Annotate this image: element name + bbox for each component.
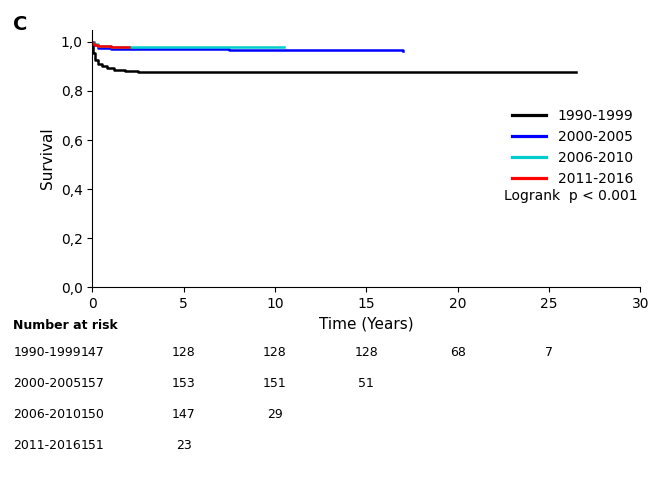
Text: 68: 68 (449, 346, 465, 359)
Text: 7: 7 (545, 346, 553, 359)
Text: 51: 51 (358, 377, 374, 390)
Text: 150: 150 (81, 408, 104, 421)
Text: 153: 153 (172, 377, 195, 390)
Text: Logrank  p < 0.001: Logrank p < 0.001 (504, 189, 638, 203)
Text: 147: 147 (81, 346, 104, 359)
Text: 2006-2010: 2006-2010 (13, 408, 81, 421)
Text: 29: 29 (267, 408, 283, 421)
Text: 157: 157 (81, 377, 104, 390)
Text: 1990-1999: 1990-1999 (13, 346, 81, 359)
Text: 151: 151 (81, 439, 104, 451)
Text: 23: 23 (176, 439, 191, 451)
Text: 2000-2005: 2000-2005 (13, 377, 81, 390)
Text: Number at risk: Number at risk (13, 319, 118, 332)
Text: 128: 128 (354, 346, 378, 359)
Text: 128: 128 (263, 346, 287, 359)
Text: 128: 128 (172, 346, 195, 359)
Text: 147: 147 (172, 408, 195, 421)
Text: 151: 151 (263, 377, 287, 390)
X-axis label: Time (Years): Time (Years) (319, 316, 414, 331)
Text: 2011-2016: 2011-2016 (13, 439, 81, 451)
Y-axis label: Survival: Survival (40, 128, 55, 189)
Text: C: C (13, 15, 28, 34)
Legend: 1990-1999, 2000-2005, 2006-2010, 2011-2016: 1990-1999, 2000-2005, 2006-2010, 2011-20… (512, 109, 633, 186)
